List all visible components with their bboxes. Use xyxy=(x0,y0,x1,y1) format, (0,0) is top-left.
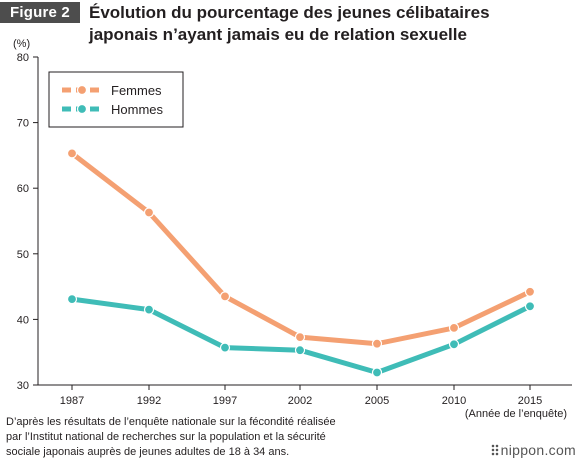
legend-marker-femmes xyxy=(76,84,88,96)
data-point-femmes xyxy=(143,207,155,218)
legend-label-hommes: Hommes xyxy=(111,102,164,117)
legend-label-femmes: Femmes xyxy=(111,83,162,98)
data-point-femmes xyxy=(66,148,78,159)
x-tick-label: 1992 xyxy=(137,395,161,407)
chart-axes: 30 40 50 60 70 80 (%) 1987 1992 1997 2002 2005 2010 2… xyxy=(13,38,572,420)
x-tick-label: 1987 xyxy=(60,395,84,407)
source-note: D’après les résultats de l’enquête natio… xyxy=(6,415,336,460)
data-point-femmes xyxy=(219,291,231,302)
y-axis-unit-label: (%) xyxy=(13,38,30,50)
chart-legend: Femmes Hommes xyxy=(48,71,184,128)
brand-text: nippon.com xyxy=(500,442,576,458)
data-point-hommes xyxy=(219,342,231,353)
source-note-line-1: D’après les résultats de l’enquête natio… xyxy=(6,416,336,428)
data-point-femmes xyxy=(371,338,383,349)
data-point-hommes xyxy=(371,367,383,378)
y-tick-label: 60 xyxy=(17,183,29,195)
series-line-femmes xyxy=(69,150,533,347)
y-tick-label: 80 xyxy=(17,52,29,64)
data-point-hommes xyxy=(294,345,306,356)
data-point-hommes xyxy=(524,301,536,312)
data-point-femmes xyxy=(524,286,536,297)
y-tick-label: 30 xyxy=(17,380,29,392)
source-note-line-3: sociale japonais auprès de jeunes adulte… xyxy=(6,446,290,458)
figure-badge: Figure 2 xyxy=(0,2,80,23)
y-tick-label: 70 xyxy=(17,118,29,130)
x-tick-label: 2015 xyxy=(518,395,542,407)
line-chart: 30 40 50 60 70 80 (%) 1987 1992 1997 2002 2005 2010 2… xyxy=(13,38,572,420)
legend-marker-hommes xyxy=(76,103,88,115)
y-tick-label: 40 xyxy=(17,314,29,326)
chart-title-line-2: japonais n’ayant jamais eu de relation s… xyxy=(89,25,467,44)
brand-logo: nippon.com xyxy=(490,442,576,458)
data-point-femmes xyxy=(294,332,306,343)
data-point-hommes xyxy=(448,339,460,350)
brand-dots-icon xyxy=(490,444,499,456)
x-tick-label: 2010 xyxy=(442,395,466,407)
chart-series xyxy=(66,148,536,378)
legend-box xyxy=(48,71,184,128)
y-tick-label: 50 xyxy=(17,249,29,261)
data-point-femmes xyxy=(448,322,460,333)
data-point-hommes xyxy=(66,294,78,305)
source-note-line-2: par l’Institut national de recherches su… xyxy=(6,431,326,443)
x-tick-label: 1997 xyxy=(213,395,237,407)
x-tick-label: 2002 xyxy=(288,395,312,407)
chart-title-line-1: Évolution du pourcentage des jeunes céli… xyxy=(89,3,490,22)
data-point-hommes xyxy=(143,304,155,315)
x-axis-caption: (Année de l’enquête) xyxy=(465,408,567,420)
x-tick-label: 2005 xyxy=(365,395,389,407)
chart-title: Évolution du pourcentage des jeunes céli… xyxy=(89,2,490,46)
